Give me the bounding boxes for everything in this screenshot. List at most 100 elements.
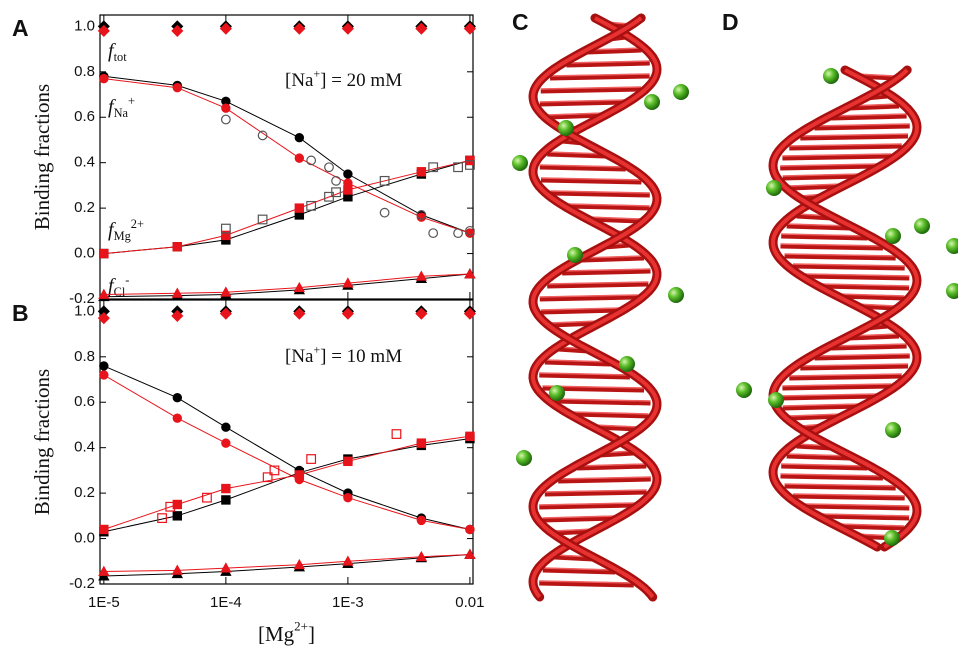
annotation-sup: + — [128, 94, 135, 108]
marker — [464, 548, 476, 559]
base-pair-highlight — [542, 567, 616, 571]
base-pair-highlight — [562, 268, 651, 272]
series-line — [103, 159, 471, 255]
marker — [464, 268, 476, 279]
base-pair — [786, 453, 851, 461]
ion — [946, 283, 958, 299]
marker — [220, 562, 232, 573]
ion — [823, 68, 839, 84]
marker — [294, 153, 305, 163]
marker — [343, 492, 353, 503]
marker — [415, 550, 428, 562]
y-tick-label: 0.4 — [74, 154, 95, 171]
base-pair — [558, 476, 651, 484]
series-line — [103, 365, 471, 530]
ion — [736, 382, 752, 398]
base-pair — [784, 253, 896, 261]
marker — [172, 499, 183, 510]
y-tick-label: 0.2 — [74, 484, 95, 501]
base-pair-highlight — [781, 233, 868, 237]
marker — [293, 281, 306, 293]
ion — [549, 385, 565, 401]
annotation: ftot — [108, 40, 127, 64]
base-pair-highlight — [550, 73, 650, 77]
y-tick-label: 0.8 — [74, 63, 95, 80]
x-axis-title-after: ] — [308, 622, 315, 646]
marker — [269, 465, 280, 476]
marker — [219, 22, 232, 35]
base-pair — [789, 143, 902, 151]
base-pair — [814, 123, 910, 131]
annotation-sub: Mg — [114, 229, 131, 243]
marker — [306, 155, 317, 166]
base-pair-highlight — [805, 273, 910, 277]
y-tick-label: 0.6 — [74, 108, 95, 125]
base-pair-highlight — [542, 515, 616, 519]
base-pair — [837, 523, 905, 531]
annotation-sup: 2+ — [131, 217, 144, 231]
base-pair-highlight — [547, 151, 606, 155]
ion — [885, 228, 901, 244]
backbone-highlight — [530, 16, 660, 599]
base-pair-highlight — [540, 307, 621, 311]
marker — [391, 429, 402, 439]
base-pair — [562, 268, 651, 276]
base-pair-highlight — [780, 163, 878, 167]
annotation: fMg2+ — [108, 217, 144, 243]
backbone-highlight — [770, 68, 920, 549]
ion — [567, 247, 583, 263]
backbone-highlight — [530, 16, 660, 599]
y-axis-title: Binding fractions — [30, 84, 54, 230]
base-pair — [831, 113, 907, 121]
dna-helix — [768, 65, 922, 552]
series-line — [103, 78, 471, 234]
marker — [97, 24, 110, 37]
base-pair-highlight — [820, 283, 910, 287]
base-pair — [780, 163, 878, 171]
y-tick-label: -0.2 — [69, 290, 95, 307]
base-pair — [786, 223, 851, 231]
base-pair-highlight — [547, 281, 649, 285]
base-pair — [780, 393, 878, 401]
base-pair — [550, 190, 650, 198]
base-pair-highlight — [814, 123, 910, 127]
base-pair-highlight — [547, 112, 605, 116]
marker — [220, 114, 231, 125]
base-pair-highlight — [544, 489, 647, 493]
base-pair — [550, 73, 650, 81]
base-pair — [781, 233, 868, 241]
base-pair — [782, 153, 892, 161]
marker — [341, 22, 354, 35]
base-pair-highlight — [820, 513, 910, 517]
backbone-highlight — [770, 68, 920, 549]
marker — [171, 309, 184, 322]
annotation-after: ] = 20 mM — [320, 70, 402, 91]
base-pair-highlight — [780, 393, 878, 397]
annotation-sub: tot — [114, 50, 128, 64]
base-pair-highlight — [539, 502, 635, 506]
marker — [343, 456, 353, 467]
marker — [165, 501, 176, 512]
base-pair — [542, 515, 616, 523]
marker — [453, 162, 463, 173]
base-pair — [782, 403, 861, 411]
base-pair — [793, 263, 905, 271]
base-pair — [547, 151, 606, 159]
marker — [324, 162, 334, 173]
base-pair — [805, 273, 910, 281]
marker — [221, 483, 231, 494]
base-pair-highlight — [539, 372, 630, 376]
base-pair — [540, 307, 621, 315]
marker — [293, 307, 306, 320]
marker — [219, 307, 232, 320]
base-pair — [784, 483, 896, 491]
base-pair-highlight — [780, 243, 883, 247]
base-pair-highlight — [800, 363, 909, 367]
series-line — [103, 374, 470, 530]
y-tick-label: -0.2 — [69, 575, 95, 592]
marker — [220, 286, 232, 297]
base-pair-highlight — [800, 133, 909, 137]
annotation-main: f — [108, 40, 116, 62]
base-pair — [544, 359, 611, 367]
marker — [331, 187, 341, 198]
